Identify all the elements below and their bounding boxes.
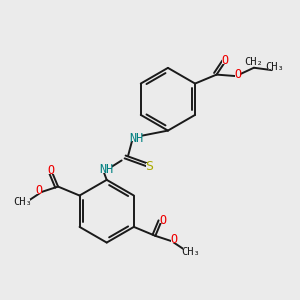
- FancyBboxPatch shape: [36, 187, 42, 194]
- Text: S: S: [146, 160, 153, 173]
- Text: CH₃: CH₃: [14, 197, 32, 207]
- FancyBboxPatch shape: [268, 63, 282, 70]
- FancyBboxPatch shape: [222, 57, 228, 64]
- FancyBboxPatch shape: [171, 236, 177, 243]
- Text: CH₃: CH₃: [181, 247, 200, 257]
- FancyBboxPatch shape: [102, 166, 112, 173]
- Text: CH₂: CH₂: [244, 57, 263, 67]
- Text: O: O: [171, 233, 178, 246]
- FancyBboxPatch shape: [131, 135, 142, 141]
- Text: NH: NH: [129, 132, 144, 145]
- Text: O: O: [36, 184, 43, 197]
- FancyBboxPatch shape: [183, 248, 198, 255]
- FancyBboxPatch shape: [235, 71, 240, 78]
- Text: NH: NH: [100, 163, 114, 176]
- FancyBboxPatch shape: [16, 199, 30, 206]
- Text: O: O: [221, 54, 229, 67]
- FancyBboxPatch shape: [146, 163, 152, 170]
- FancyBboxPatch shape: [160, 217, 166, 223]
- Text: O: O: [47, 164, 54, 177]
- FancyBboxPatch shape: [247, 58, 261, 65]
- Text: O: O: [159, 214, 167, 226]
- Text: CH₃: CH₃: [266, 61, 284, 71]
- FancyBboxPatch shape: [48, 167, 53, 174]
- Text: O: O: [234, 68, 241, 81]
